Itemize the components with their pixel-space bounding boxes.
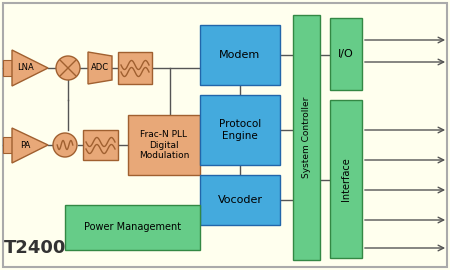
Polygon shape [12, 50, 48, 86]
Bar [118, 52, 152, 84]
Text: Modem: Modem [220, 50, 261, 60]
Text: System Controller: System Controller [302, 97, 311, 178]
Text: Protocol
Engine: Protocol Engine [219, 119, 261, 141]
Text: ADC: ADC [91, 63, 109, 73]
Text: PA: PA [20, 140, 30, 150]
Bar [3, 137, 13, 153]
Bar [128, 115, 200, 175]
Text: T2400: T2400 [4, 239, 66, 257]
Text: LNA: LNA [17, 63, 33, 73]
Bar [200, 175, 280, 225]
Bar [200, 25, 280, 85]
Circle shape [56, 56, 80, 80]
Bar [293, 15, 320, 260]
Circle shape [53, 133, 77, 157]
Polygon shape [12, 128, 48, 163]
Text: Vocoder: Vocoder [217, 195, 262, 205]
Text: I/O: I/O [338, 49, 354, 59]
Bar [3, 60, 13, 76]
Bar [200, 95, 280, 165]
Bar [83, 130, 118, 160]
Bar [65, 205, 200, 250]
Text: Interface: Interface [341, 157, 351, 201]
Text: Power Management: Power Management [84, 222, 181, 232]
Polygon shape [88, 52, 112, 84]
Bar [330, 100, 362, 258]
Text: Frac-N PLL
Digital
Modulation: Frac-N PLL Digital Modulation [139, 130, 189, 160]
Bar [330, 18, 362, 90]
